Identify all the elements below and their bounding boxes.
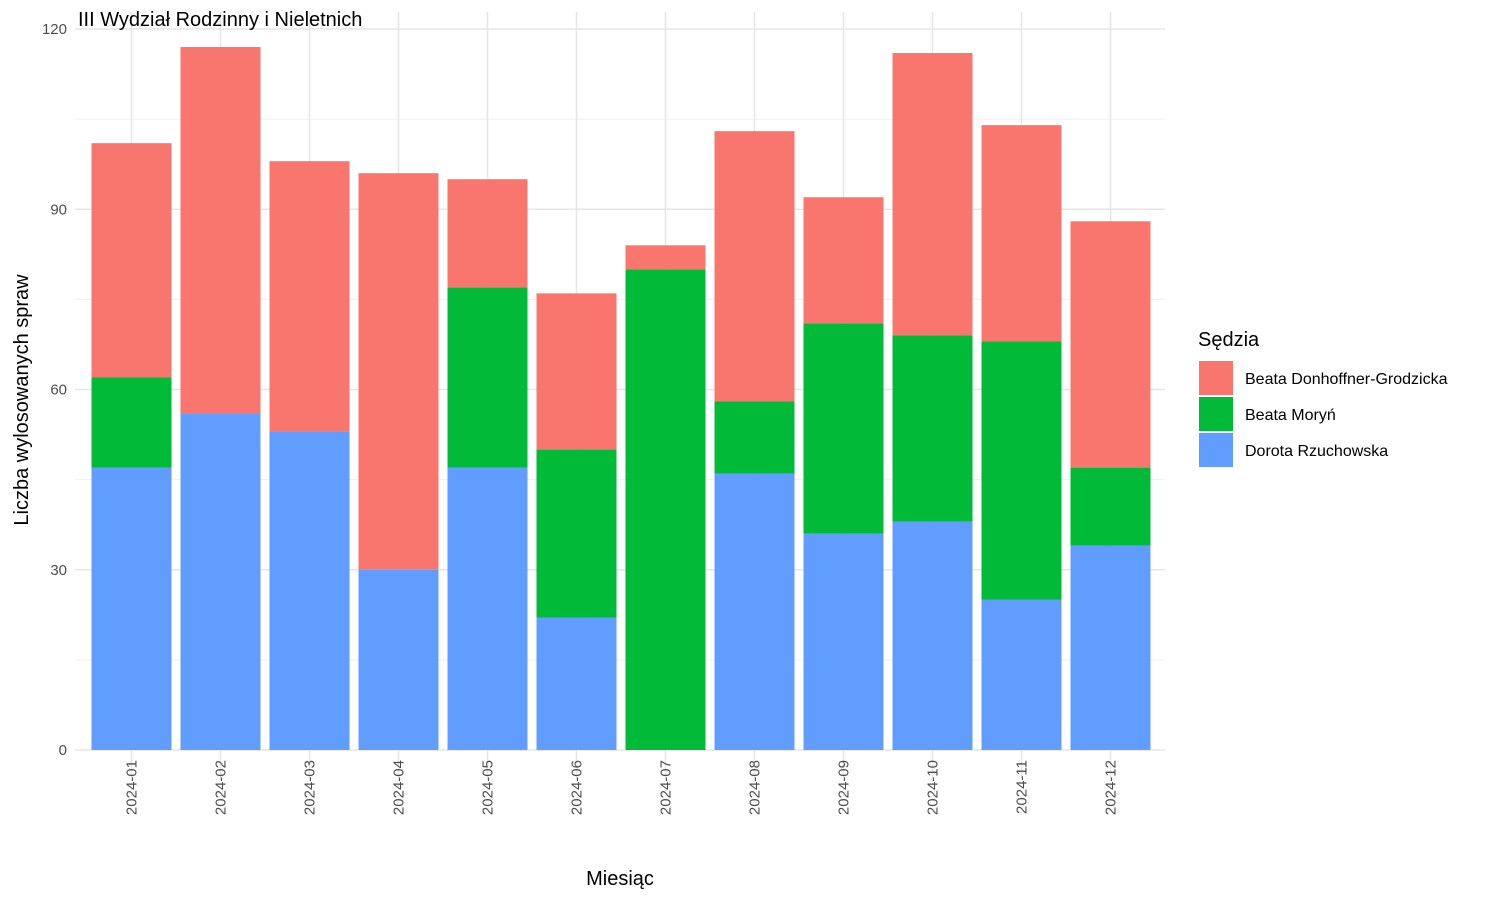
x-tick-label: 2024-10 xyxy=(925,760,942,815)
bar-2024-12-beata-moryn xyxy=(1070,467,1151,546)
x-tick-label: 2024-01 xyxy=(124,760,141,815)
legend: Sędzia Beata Donhoffner-Grodzicka Beata M… xyxy=(1198,329,1448,467)
y-tick-label: 60 xyxy=(50,382,67,399)
bar-2024-08-dorota-rzuchowska xyxy=(714,473,795,750)
bar-2024-09-dorota-rzuchowska xyxy=(803,533,884,750)
x-tick-label: 2024-05 xyxy=(480,760,497,815)
x-tick-label: 2024-09 xyxy=(836,760,853,815)
x-tick-label: 2024-11 xyxy=(1014,760,1031,814)
bar-2024-01-beata-moryn xyxy=(91,377,172,468)
bar-2024-08-beata-moryn xyxy=(714,401,795,474)
bar-2024-02-beata-donhoffner-grodzicka xyxy=(180,47,261,414)
x-tick-label: 2024-04 xyxy=(391,760,408,815)
legend-label: Dorota Rzuchowska xyxy=(1245,443,1388,460)
bar-2024-11-dorota-rzuchowska xyxy=(981,599,1062,750)
bar-2024-06-beata-donhoffner-grodzicka xyxy=(536,293,617,450)
legend-swatch xyxy=(1199,361,1233,395)
x-axis-title: Miesiąc xyxy=(586,868,654,890)
bar-2024-10-beata-donhoffner-grodzicka xyxy=(892,53,973,336)
bar-2024-08-beata-donhoffner-grodzicka xyxy=(714,131,795,402)
bar-2024-07-beata-moryn xyxy=(625,269,706,750)
y-tick-label: 0 xyxy=(59,742,67,759)
bar-2024-01-dorota-rzuchowska xyxy=(91,467,172,750)
bar-2024-02-dorota-rzuchowska xyxy=(180,413,261,750)
chart-title: III Wydział Rodzinny i Nieletnich xyxy=(78,9,362,31)
x-tick-label: 2024-02 xyxy=(213,760,230,815)
bar-2024-11-beata-donhoffner-grodzicka xyxy=(981,125,1062,342)
x-tick-label: 2024-03 xyxy=(302,760,319,815)
bar-2024-09-beata-moryn xyxy=(803,323,884,534)
bar-2024-09-beata-donhoffner-grodzicka xyxy=(803,197,884,324)
bar-2024-10-dorota-rzuchowska xyxy=(892,521,973,750)
y-axis-title: Liczba wylosowanych spraw xyxy=(11,274,33,526)
bar-2024-03-beata-donhoffner-grodzicka xyxy=(269,161,350,432)
legend-title: Sędzia xyxy=(1198,329,1260,351)
bar-2024-06-beata-moryn xyxy=(536,449,617,618)
bar-2024-01-beata-donhoffner-grodzicka xyxy=(91,143,172,378)
y-axis-ticks: 0 30 60 90 120 xyxy=(42,21,67,759)
bar-2024-06-dorota-rzuchowska xyxy=(536,617,617,750)
bars xyxy=(91,47,1151,750)
y-tick-label: 120 xyxy=(42,21,67,38)
x-tick-label: 2024-12 xyxy=(1103,760,1120,815)
x-axis-ticks: 2024-01 2024-02 2024-03 2024-04 2024-05 2024-… xyxy=(124,760,1120,815)
bar-2024-04-dorota-rzuchowska xyxy=(358,569,439,750)
y-tick-label: 90 xyxy=(50,201,67,218)
x-tick-label: 2024-08 xyxy=(747,760,764,815)
bar-2024-10-beata-moryn xyxy=(892,335,973,522)
bar-2024-12-beata-donhoffner-grodzicka xyxy=(1070,221,1151,468)
bar-2024-05-beata-donhoffner-grodzicka xyxy=(447,179,528,288)
bar-2024-03-dorota-rzuchowska xyxy=(269,431,350,750)
bar-2024-05-beata-moryn xyxy=(447,287,528,468)
bar-2024-12-dorota-rzuchowska xyxy=(1070,545,1151,750)
y-tick-label: 30 xyxy=(50,562,67,579)
bar-2024-04-beata-donhoffner-grodzicka xyxy=(358,173,439,570)
legend-swatch xyxy=(1199,433,1233,467)
bar-2024-07-beata-donhoffner-grodzicka xyxy=(625,245,706,270)
legend-swatch xyxy=(1199,397,1233,431)
x-tick-label: 2024-07 xyxy=(658,760,675,815)
bar-2024-11-beata-moryn xyxy=(981,341,1062,600)
x-tick-label: 2024-06 xyxy=(569,760,586,815)
bar-2024-05-dorota-rzuchowska xyxy=(447,467,528,750)
legend-label: Beata Moryń xyxy=(1245,407,1336,424)
legend-label: Beata Donhoffner-Grodzicka xyxy=(1245,371,1448,388)
